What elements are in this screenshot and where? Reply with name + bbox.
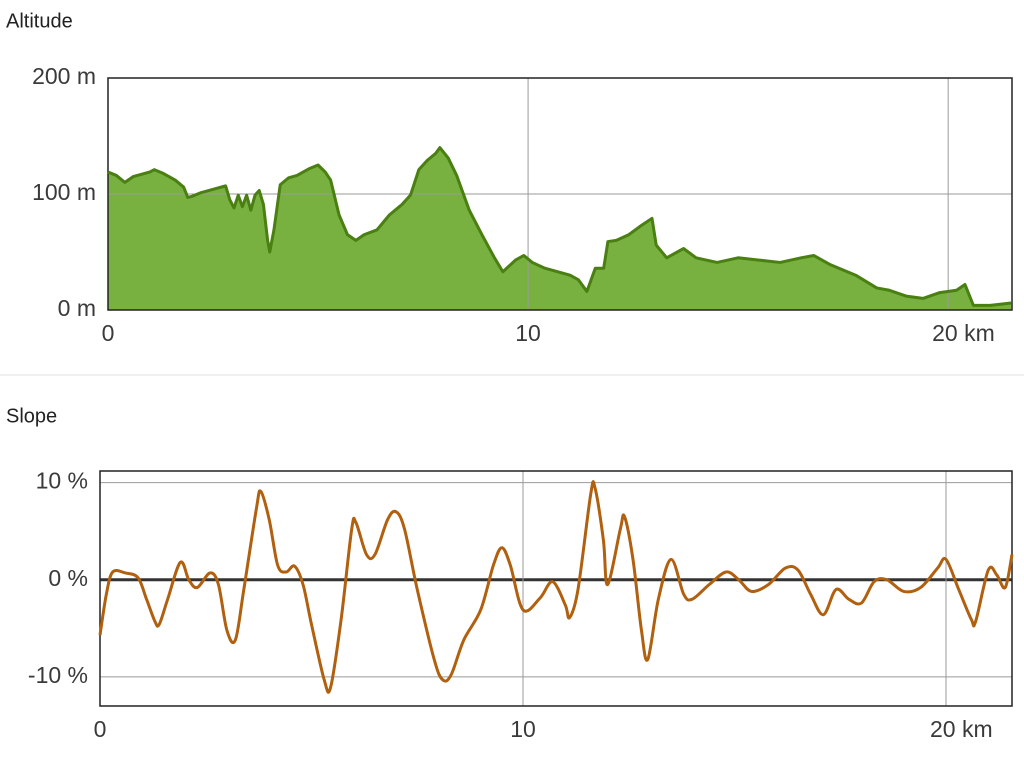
x-tick-label: 10 [510,716,536,742]
y-tick-label: 100 m [32,179,96,205]
area-fill [108,147,1012,310]
y-tick-label: 0 % [48,565,88,591]
y-tick-label: 200 m [32,63,96,89]
y-tick-label: 0 m [58,295,96,321]
x-tick-label: 20 km [932,320,995,346]
area-line [107,146,1012,307]
y-tick-label: -10 % [28,662,88,688]
chart-title: Slope [6,405,57,427]
slope-line [98,480,1014,694]
x-tick-label: 0 [94,716,107,742]
plot-frame [107,77,1013,311]
x-tick-label: 10 [515,320,541,346]
chart-title: Altitude [6,10,73,32]
x-tick-label: 0 [102,320,115,346]
y-tick-label: 10 % [36,468,88,494]
plot-frame [99,470,1013,707]
x-tick-label: 20 km [930,716,993,742]
